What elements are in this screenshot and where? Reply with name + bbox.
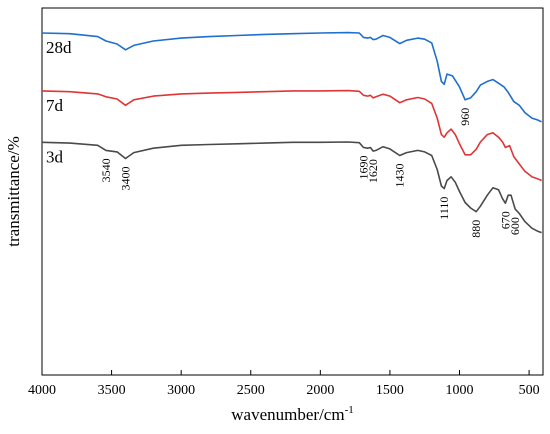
series-label-3d: 3d <box>46 147 64 166</box>
plot-frame <box>41 7 544 376</box>
peak-label: 670 <box>498 211 512 229</box>
x-tick-label: 3500 <box>98 383 126 398</box>
peak-label: 1110 <box>437 197 451 220</box>
peak-label: 1430 <box>393 164 407 188</box>
peak-label: 3540 <box>99 158 113 182</box>
series-label-7d: 7d <box>46 96 64 115</box>
series-labels: 28d 7d 3d <box>46 38 72 166</box>
x-tick-label: 2000 <box>306 383 334 398</box>
x-tick-label: 4000 <box>28 383 56 398</box>
peak-label: 600 <box>508 217 522 235</box>
peak-label: 1620 <box>366 159 380 183</box>
peak-label: 3400 <box>119 167 133 191</box>
x-tick-label: 1500 <box>376 383 404 398</box>
peak-label: 960 <box>458 108 472 126</box>
x-axis-label: wavenumber/cm-1 <box>231 404 353 424</box>
x-tick-label: 500 <box>519 383 540 398</box>
x-axis-ticks: 4000 3500 3000 2500 2000 1500 1000 500 <box>28 370 540 398</box>
x-tick-label: 1000 <box>446 383 474 398</box>
series-line-3d <box>41 141 542 234</box>
x-tick-label: 3000 <box>167 383 195 398</box>
series-line-28d <box>41 31 542 123</box>
peak-label: 1690 <box>357 156 371 180</box>
peak-label: 880 <box>469 220 483 238</box>
series-layer <box>41 31 542 234</box>
y-axis-label: transmittance/% <box>4 136 23 246</box>
x-axis-label-superscript: -1 <box>345 404 354 416</box>
x-axis-label-text: wavenumber/cm <box>231 405 344 424</box>
x-tick-label: 2500 <box>237 383 265 398</box>
series-label-28d: 28d <box>46 38 72 57</box>
series-line-7d <box>41 89 542 182</box>
